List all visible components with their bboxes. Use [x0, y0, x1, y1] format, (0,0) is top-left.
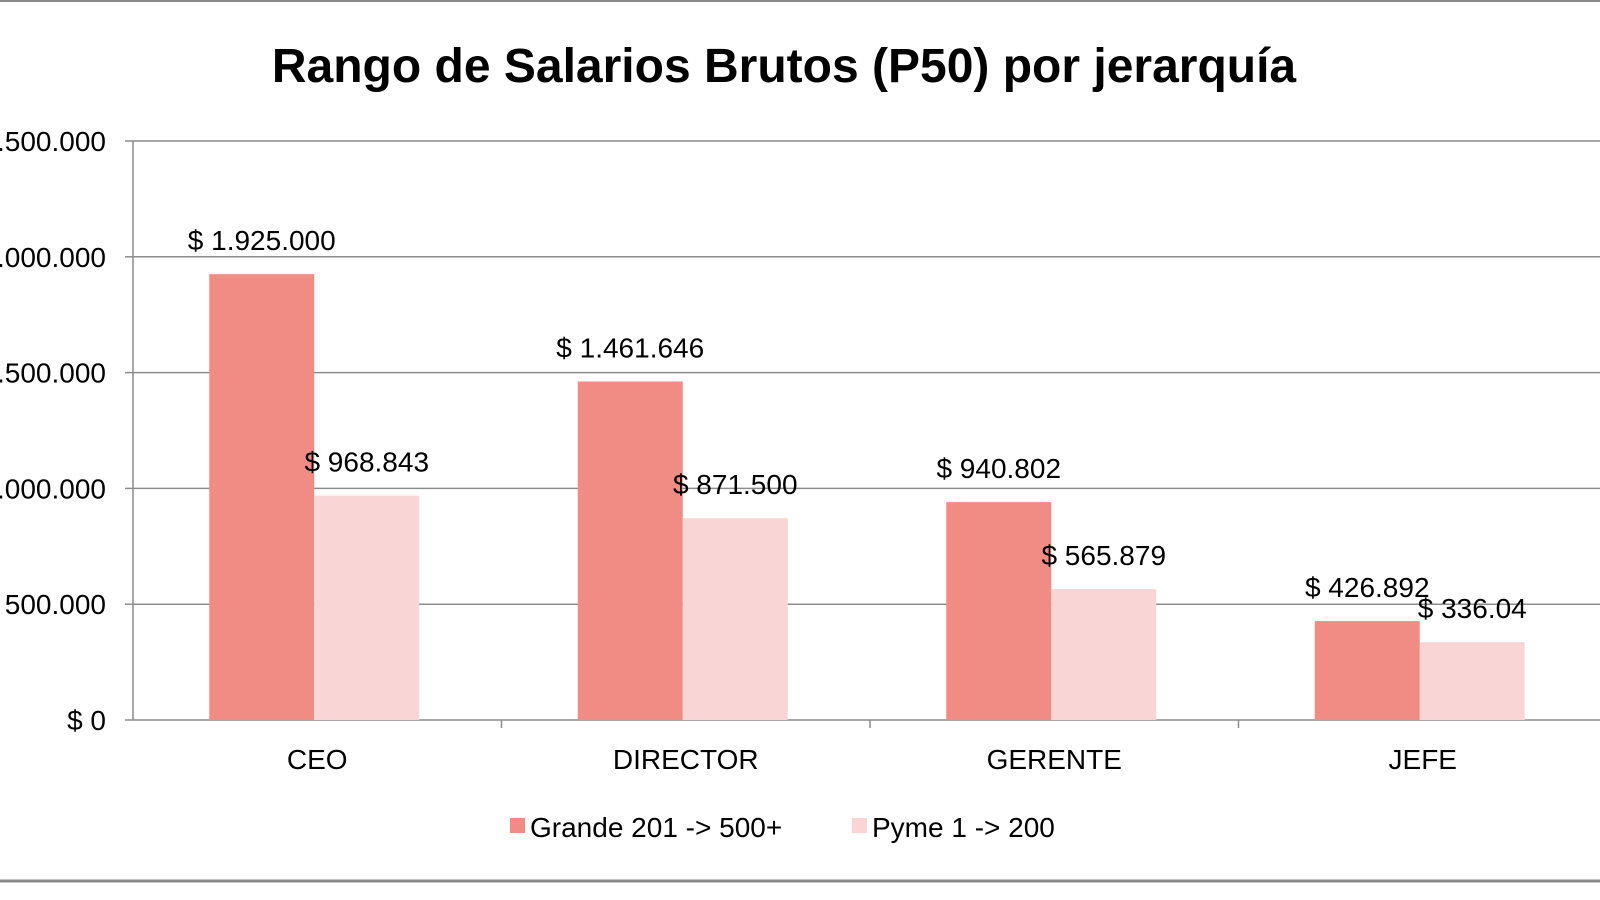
bar-gerente-pyme: [1051, 588, 1157, 720]
bar-gerente-grande: [946, 502, 1052, 720]
data-label: $ 1.925.000: [188, 225, 336, 256]
legend: Grande 201 -> 500+ Pyme 1 -> 200: [510, 812, 1055, 843]
x-tick-label: GERENTE: [987, 744, 1122, 775]
x-tick-label: JEFE: [1389, 744, 1457, 775]
data-label: $ 968.843: [304, 447, 429, 478]
data-label: $ 871.500: [673, 469, 798, 500]
y-tick-label: $ 0: [67, 705, 106, 736]
bar-director-pyme: [682, 518, 788, 720]
y-tick-label: $ 1.000.000: [0, 473, 106, 504]
data-label: $ 565.879: [1041, 540, 1166, 571]
data-label: $ 336.04: [1418, 593, 1527, 624]
legend-label-0: Grande 201 -> 500+: [530, 812, 782, 843]
legend-swatch-1: [852, 818, 867, 833]
bar-jefe-grande: [1314, 621, 1420, 720]
bar-ceo-pyme: [314, 495, 420, 720]
chart-title: Rango de Salarios Brutos (P50) por jerar…: [272, 40, 1297, 93]
x-tick-label: DIRECTOR: [613, 744, 759, 775]
y-tick-label: $ 2.500.000: [0, 126, 106, 157]
bar-ceo-grande: [209, 274, 315, 720]
x-tick-label: CEO: [287, 744, 348, 775]
y-tick-label: $ 1.500.000: [0, 358, 106, 389]
bar-jefe-pyme: [1419, 642, 1525, 720]
data-label: $ 1.461.646: [556, 332, 704, 363]
y-tick-label: $ 2.000.000: [0, 242, 106, 273]
legend-swatch-0: [510, 818, 525, 833]
bar-director-grande: [577, 381, 683, 720]
y-tick-label: $ 500.000: [0, 589, 106, 620]
data-label: $ 426.892: [1305, 572, 1430, 603]
legend-label-1: Pyme 1 -> 200: [872, 812, 1055, 843]
data-label: $ 940.802: [936, 453, 1061, 484]
